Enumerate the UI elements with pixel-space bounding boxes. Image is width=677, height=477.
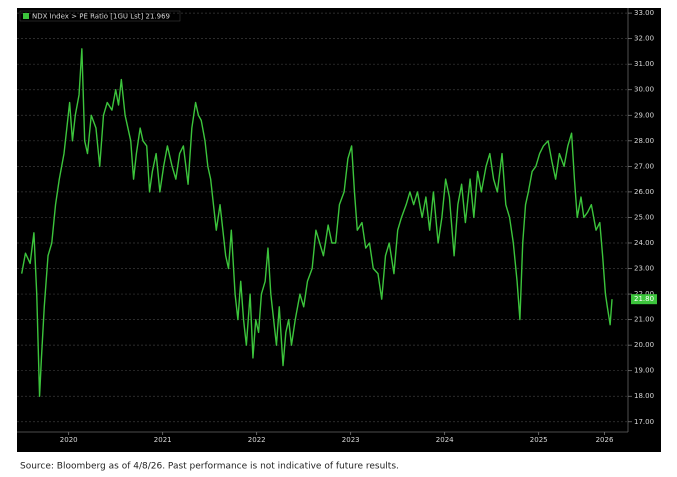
y-tick-label: 29.00 xyxy=(634,111,654,119)
x-tick-label: 2025 xyxy=(530,436,548,444)
x-tick-label: 2020 xyxy=(60,436,78,444)
y-tick-label: 17.00 xyxy=(634,418,654,426)
x-tick-label: 2024 xyxy=(436,436,454,444)
footer: Source: Bloomberg as of 4/8/26. Past per… xyxy=(20,462,399,472)
y-tick-label: 20.00 xyxy=(634,341,654,349)
y-tick-label: 26.00 xyxy=(634,188,654,196)
legend-label: NDX Index > PE Ratio [1GU Lst] 21.969 xyxy=(32,13,170,21)
y-tick-label: 24.00 xyxy=(634,239,654,247)
line-series xyxy=(21,48,613,397)
y-tick-label: 27.00 xyxy=(634,162,654,170)
y-tick-label: 19.00 xyxy=(634,367,654,375)
last-value-tag xyxy=(631,294,657,305)
y-tick-label: 18.00 xyxy=(634,392,654,400)
y-tick-label: 32.00 xyxy=(634,35,654,43)
x-tick-label: 2023 xyxy=(342,436,360,444)
x-tick-label: 2022 xyxy=(248,436,266,444)
chart-background xyxy=(17,8,661,452)
y-tick-label: 23.00 xyxy=(634,265,654,273)
y-tick-label: 25.00 xyxy=(634,213,654,221)
y-tick-label: 30.00 xyxy=(634,86,654,94)
y-tick-label: 31.00 xyxy=(634,60,654,68)
y-tick-label: 21.00 xyxy=(634,316,654,324)
x-tick-label: 2026 xyxy=(596,436,614,444)
legend-box xyxy=(19,10,181,22)
y-tick-label: 22.00 xyxy=(634,290,654,298)
y-tick-label: 28.00 xyxy=(634,137,654,145)
legend-swatch xyxy=(23,13,29,19)
y-tick-label: 33.00 xyxy=(634,9,654,17)
last-value-label: 21.80 xyxy=(634,295,654,303)
x-tick-label: 2021 xyxy=(154,436,172,444)
